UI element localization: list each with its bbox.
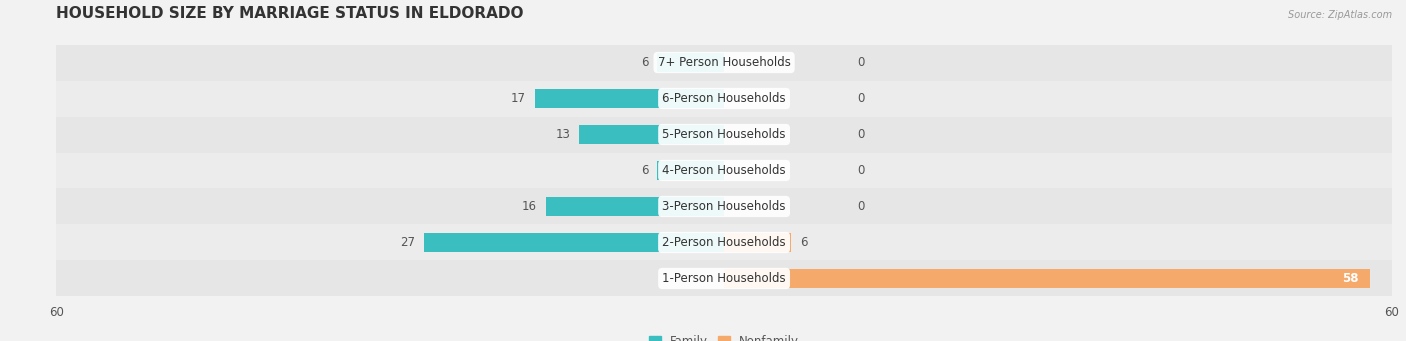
Bar bbox=[56, 152, 1392, 189]
Bar bbox=[579, 125, 724, 144]
Text: 6: 6 bbox=[641, 164, 648, 177]
Bar bbox=[724, 269, 1369, 288]
Text: 3-Person Households: 3-Person Households bbox=[662, 200, 786, 213]
Bar bbox=[546, 197, 724, 216]
Bar bbox=[724, 233, 790, 252]
Text: 17: 17 bbox=[510, 92, 526, 105]
Bar bbox=[56, 45, 1392, 80]
Text: 58: 58 bbox=[1343, 272, 1358, 285]
Bar bbox=[56, 261, 1392, 296]
Text: 6: 6 bbox=[641, 56, 648, 69]
Text: 6-Person Households: 6-Person Households bbox=[662, 92, 786, 105]
Text: 2-Person Households: 2-Person Households bbox=[662, 236, 786, 249]
Bar bbox=[56, 189, 1392, 224]
Text: 7+ Person Households: 7+ Person Households bbox=[658, 56, 790, 69]
Text: 0: 0 bbox=[858, 92, 865, 105]
Bar bbox=[56, 117, 1392, 152]
Text: 5-Person Households: 5-Person Households bbox=[662, 128, 786, 141]
Text: 1-Person Households: 1-Person Households bbox=[662, 272, 786, 285]
Bar bbox=[56, 224, 1392, 261]
Text: 16: 16 bbox=[522, 200, 537, 213]
Bar bbox=[658, 161, 724, 180]
Text: 0: 0 bbox=[858, 56, 865, 69]
Bar bbox=[423, 233, 724, 252]
Text: 13: 13 bbox=[555, 128, 571, 141]
Text: 0: 0 bbox=[858, 200, 865, 213]
Legend: Family, Nonfamily: Family, Nonfamily bbox=[645, 331, 803, 341]
Text: 6: 6 bbox=[800, 236, 807, 249]
Text: 0: 0 bbox=[858, 164, 865, 177]
Text: HOUSEHOLD SIZE BY MARRIAGE STATUS IN ELDORADO: HOUSEHOLD SIZE BY MARRIAGE STATUS IN ELD… bbox=[56, 6, 524, 21]
Text: Source: ZipAtlas.com: Source: ZipAtlas.com bbox=[1288, 10, 1392, 20]
Bar bbox=[56, 80, 1392, 117]
Bar bbox=[534, 89, 724, 108]
Text: 27: 27 bbox=[399, 236, 415, 249]
Text: 0: 0 bbox=[858, 128, 865, 141]
Text: 4-Person Households: 4-Person Households bbox=[662, 164, 786, 177]
Bar bbox=[658, 53, 724, 72]
